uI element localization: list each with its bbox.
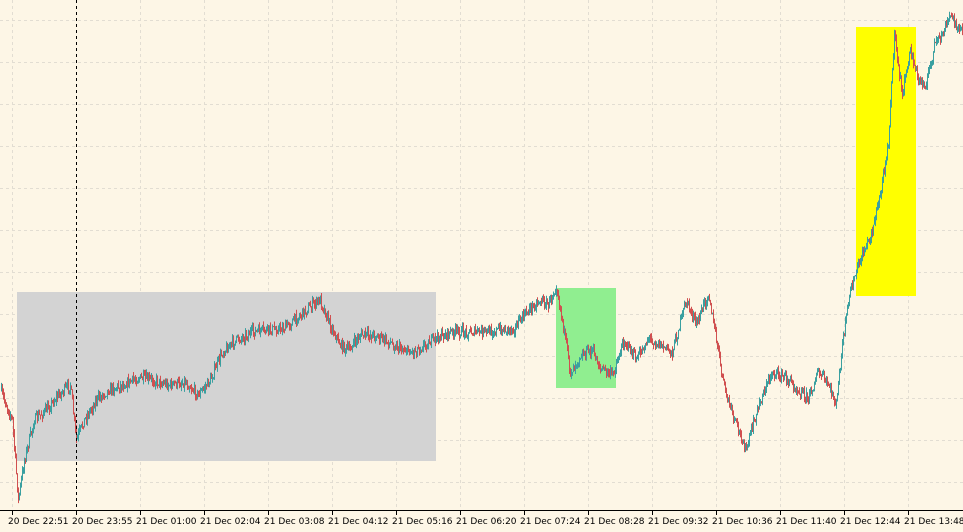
x-tick-label: 21 Dec 03:08 <box>264 517 325 527</box>
x-tick-label: 20 Dec 23:55 <box>72 517 133 527</box>
x-tick-label: 21 Dec 13:48 <box>904 517 963 527</box>
x-tick-label: 21 Dec 10:36 <box>712 517 773 527</box>
x-tick-label: 21 Dec 05:16 <box>392 517 453 527</box>
x-tick-label: 21 Dec 11:40 <box>776 517 837 527</box>
x-tick-label: 21 Dec 02:04 <box>200 517 261 527</box>
x-tick-label: 21 Dec 08:28 <box>584 517 645 527</box>
x-tick-label: 21 Dec 06:20 <box>456 517 517 527</box>
x-tick-label: 21 Dec 01:00 <box>136 517 197 527</box>
x-tick-label: 21 Dec 09:32 <box>648 517 709 527</box>
candles <box>1 11 963 504</box>
x-axis-ticks: 20 Dec 22:51 20 Dec 23:55 21 Dec 01:00 21 D… <box>8 510 963 527</box>
x-tick-label: 20 Dec 22:51 <box>8 517 69 527</box>
shaded-region <box>17 292 436 461</box>
x-tick-label: 21 Dec 07:24 <box>520 517 581 527</box>
x-tick-label: 21 Dec 04:12 <box>328 517 389 527</box>
x-tick-label: 21 Dec 12:44 <box>840 517 901 527</box>
